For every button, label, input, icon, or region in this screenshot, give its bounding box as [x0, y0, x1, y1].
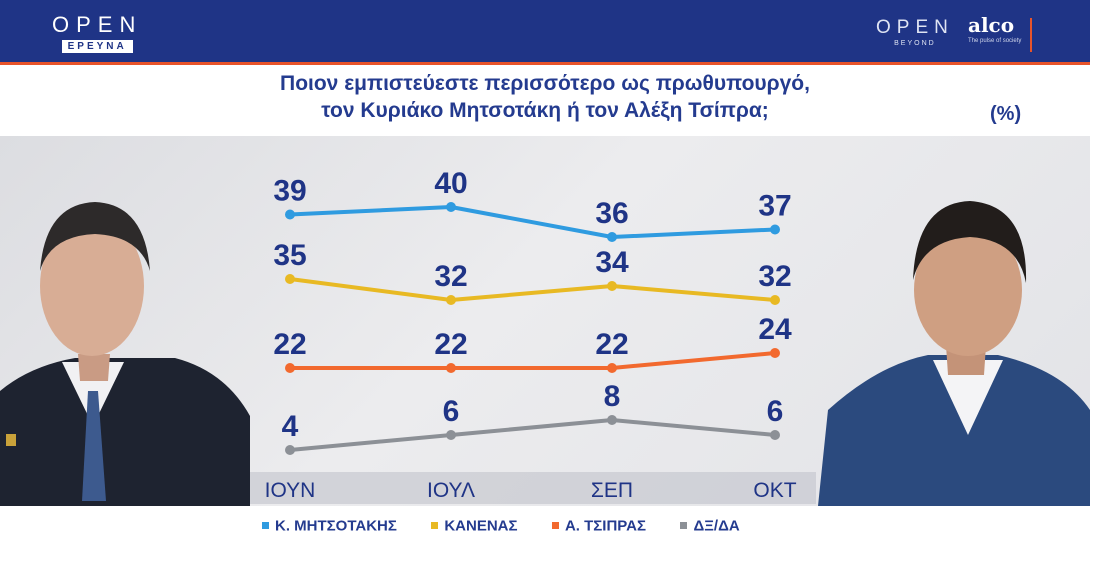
legend-item-dk-na: ΔΞ/ΔΑ	[680, 517, 740, 535]
data-point-tsipras	[607, 363, 617, 373]
data-point-tsipras	[770, 348, 780, 358]
open-beyond-logo: OPEN BEYOND	[876, 18, 954, 47]
accent-divider	[1030, 18, 1032, 52]
data-label-dk-na: 4	[282, 410, 299, 443]
data-point-dk-na	[770, 430, 780, 440]
x-tick-label: ΙΟΥΝ	[265, 479, 316, 502]
data-label-mitsotakis: 39	[273, 175, 306, 208]
data-point-mitsotakis	[770, 224, 780, 235]
legend-label-mitsotakis: Κ. ΜΗΤΣΟΤΑΚΗΣ	[275, 517, 397, 535]
data-label-dk-na: 6	[767, 395, 784, 428]
series-line-dk-na	[289, 418, 776, 452]
alco-logo-sub: The pulse of society	[968, 38, 1022, 44]
data-label-mitsotakis: 37	[758, 190, 791, 223]
x-tick-label: ΙΟΥΛ	[427, 479, 475, 502]
series-line-tsipras	[290, 351, 776, 370]
data-point-mitsotakis	[446, 202, 456, 212]
x-tick-label: ΣΕΠ	[591, 479, 633, 502]
data-label-mitsotakis: 40	[434, 167, 467, 200]
legend-item-kanenas: ΚΑΝΕΝΑΣ	[431, 517, 518, 535]
alco-logo-main: alco	[968, 13, 1015, 37]
data-label-tsipras: 22	[595, 328, 628, 361]
data-label-tsipras: 24	[758, 313, 792, 346]
data-point-dk-na	[607, 415, 617, 425]
series-line-mitsotakis	[289, 205, 776, 239]
data-label-kanenas: 32	[434, 260, 467, 293]
legend: Κ. ΜΗΤΣΟΤΑΚΗΣ ΚΑΝΕΝΑΣ Α. ΤΣΙΠΡΑΣ ΔΞ/ΔΑ	[262, 517, 770, 539]
portrait-left	[0, 202, 250, 506]
data-point-mitsotakis	[285, 209, 295, 220]
data-label-mitsotakis: 36	[595, 197, 628, 230]
data-label-kanenas: 32	[758, 260, 791, 293]
chart-title-line-1: Ποιον εμπιστεύεστε περισσότερο ως πρωθυπ…	[280, 72, 810, 95]
legend-label-tsipras: Α. ΤΣΙΠΡΑΣ	[564, 517, 647, 535]
data-point-dk-na	[446, 430, 456, 440]
line-chart: 39 40 36 37 35 32 34 32 22 22 22 24 4 6 8 6 ΙΟΥΝ ΙΟΥΛ ΣΕΠ…	[265, 167, 797, 502]
open-erevna-logo: OPEN ΕΡΕΥΝΑ	[52, 14, 142, 54]
data-point-tsipras	[446, 363, 456, 373]
legend-item-mitsotakis: Κ. ΜΗΤΣΟΤΑΚΗΣ	[262, 517, 397, 535]
data-point-kanenas	[285, 274, 295, 284]
legend-band	[0, 506, 1090, 578]
legend-item-tsipras: Α. ΤΣΙΠΡΑΣ	[551, 517, 647, 535]
header-bar: OPEN ΕΡΕΥΝΑ OPEN BEYOND alco The pulse o…	[0, 0, 1090, 62]
legend-swatch-mitsotakis	[262, 522, 269, 530]
chart-title-line-2: τον Κυριάκο Μητσοτάκη ή τον Αλέξη Τσίπρα…	[321, 99, 769, 122]
data-point-tsipras	[285, 363, 295, 373]
data-point-dk-na	[285, 445, 295, 455]
data-label-tsipras: 22	[273, 328, 306, 361]
logo-right-main: OPEN	[876, 17, 954, 38]
logo-right-sub: BEYOND	[894, 40, 936, 47]
data-label-kanenas: 34	[595, 246, 629, 279]
frame: OPEN ΕΡΕΥΝΑ OPEN BEYOND alco The pulse o…	[0, 0, 1090, 578]
unit-label: (%)	[990, 103, 1022, 125]
series-line-kanenas	[289, 277, 776, 302]
data-point-kanenas	[607, 281, 617, 291]
data-label-kanenas: 35	[273, 239, 306, 272]
data-label-dk-na: 8	[604, 380, 621, 413]
data-label-dk-na: 6	[443, 395, 460, 428]
data-point-mitsotakis	[607, 232, 617, 242]
legend-swatch-kanenas	[431, 522, 439, 530]
logo-left-sub: ΕΡΕΥΝΑ	[61, 40, 133, 53]
legend-label-dk-na: ΔΞ/ΔΑ	[693, 517, 740, 535]
header-accent-line	[0, 62, 1090, 65]
logo-left-main: OPEN	[52, 12, 143, 37]
legend-swatch-dk-na	[680, 522, 688, 530]
data-label-tsipras: 22	[434, 328, 467, 361]
chart-title: Ποιον εμπιστεύεστε περισσότερο ως πρωθυπ…	[0, 70, 1090, 124]
portrait-right	[818, 201, 1090, 506]
data-point-kanenas	[770, 295, 780, 305]
x-axis-band	[250, 472, 816, 504]
legend-swatch-tsipras	[551, 522, 559, 530]
alco-logo: alco The pulse of society	[968, 14, 1021, 44]
data-point-kanenas	[446, 295, 456, 305]
legend-label-kanenas: ΚΑΝΕΝΑΣ	[444, 517, 518, 535]
x-tick-label: ΟΚΤ	[753, 479, 796, 502]
